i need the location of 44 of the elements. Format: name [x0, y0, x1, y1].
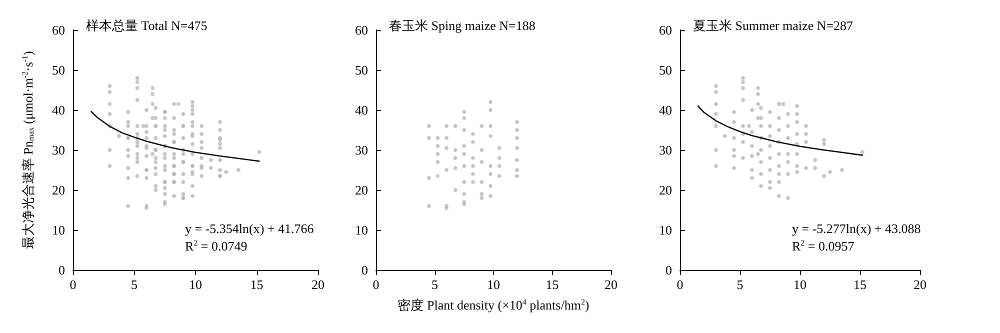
- y-tick-label: 0: [58, 262, 65, 278]
- y-tick-label: 20: [659, 182, 672, 198]
- y-tick-label: 30: [355, 142, 368, 158]
- y-tick-label: 50: [355, 62, 368, 78]
- x-tick-label: 5: [432, 277, 438, 292]
- annotation: y = -5.277ln(x) + 43.088: [792, 221, 921, 236]
- y-tick-label: 10: [355, 222, 368, 238]
- x-tick-label: 15: [250, 277, 264, 292]
- x-tick-label: 0: [372, 277, 380, 292]
- y-tick-label: 20: [355, 182, 368, 198]
- x-tick-label: 10: [189, 277, 202, 292]
- x-tick-label: 0: [70, 277, 76, 292]
- y-tick-label: 20: [52, 182, 65, 198]
- y-tick-label: 50: [52, 62, 65, 78]
- y-tick-label: 40: [659, 102, 672, 118]
- x-tick-label: 5: [131, 277, 138, 292]
- y-tick-label: 50: [659, 62, 672, 78]
- x-tick-label: 20: [914, 277, 926, 292]
- x-tick-label: 0: [676, 277, 684, 292]
- x-tick-label: 10: [794, 277, 806, 292]
- x-tick-label: 10: [487, 277, 500, 292]
- chart-title: 样本总量 Total N=475: [86, 18, 208, 33]
- y-tick-label: 10: [659, 222, 672, 238]
- y-tick-label: 10: [52, 222, 65, 238]
- x-tick-label: 20: [604, 277, 618, 292]
- annotation: y = -5.354ln(x) + 41.766: [185, 221, 314, 236]
- y-tick-label: 40: [52, 102, 65, 118]
- x-tick-label: 20: [312, 277, 324, 292]
- y-tick-label: 60: [659, 22, 672, 38]
- y-tick-label: 40: [355, 102, 368, 118]
- x-tick-label: 15: [854, 277, 866, 292]
- line-series: [90, 110, 260, 162]
- y-tick-label: 0: [666, 262, 672, 278]
- y-tick-label: 60: [355, 22, 368, 38]
- y-axis-title: 最大净光合速率 Pnmax (μmol·m-2·s-1): [20, 50, 36, 250]
- chart-title: 春玉米 Sping maize N=188: [389, 18, 536, 33]
- y-tick-label: 60: [52, 22, 65, 38]
- y-tick-label: 30: [659, 142, 672, 158]
- y-tick-label: 30: [52, 142, 65, 158]
- x-tick-label: 15: [546, 277, 559, 292]
- line-series: [697, 105, 864, 156]
- y-tick-label: 0: [362, 262, 368, 278]
- x-tick-label: 5: [736, 277, 744, 292]
- chart-title: 夏玉米 Summer maize N=287: [693, 18, 854, 33]
